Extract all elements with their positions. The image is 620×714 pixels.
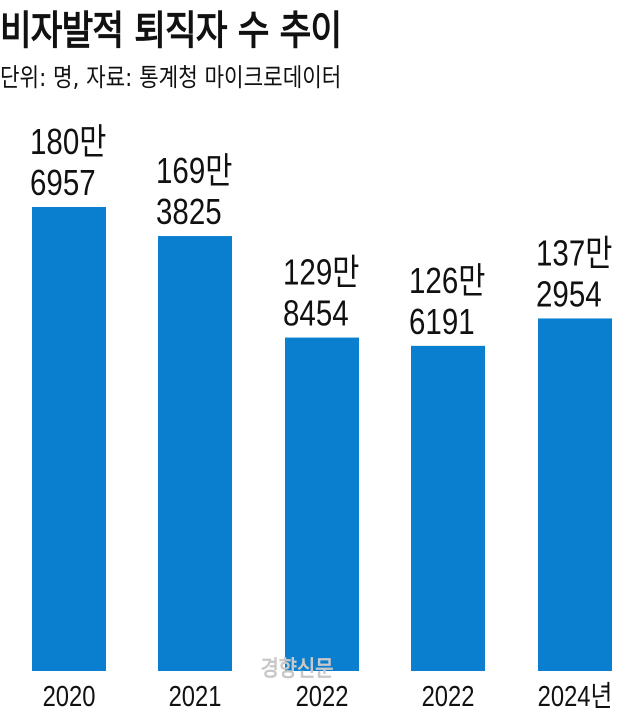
- data-label: 8454: [283, 293, 349, 333]
- watermark-logo: 경향신문: [261, 656, 334, 681]
- data-label: 169만: [156, 150, 232, 190]
- bar-0: [32, 207, 106, 671]
- data-label: 6957: [30, 162, 96, 202]
- data-label: 3825: [156, 191, 222, 231]
- data-label: 180만: [30, 121, 106, 161]
- x-tick-label: 2024년: [538, 680, 613, 713]
- data-label: 6191: [409, 301, 475, 341]
- data-label: 129만: [283, 252, 359, 292]
- chart-title: 비자발적 퇴직자 수 추이: [0, 8, 342, 54]
- data-label: 137만: [536, 233, 612, 273]
- x-tick-label: 2022: [296, 680, 349, 713]
- chart-subtitle: 단위: 명, 자료: 통계청 마이크로데이터: [0, 63, 342, 92]
- data-label: 2954: [536, 274, 602, 314]
- bar-1: [158, 236, 232, 671]
- data-label: 126만: [409, 260, 485, 300]
- x-tick-label: 2021: [169, 680, 222, 713]
- bar-2: [285, 337, 359, 671]
- x-tick-label: 2022: [422, 680, 475, 713]
- bar-3: [411, 345, 485, 671]
- x-tick-label: 2020: [43, 680, 96, 713]
- bar-4: [538, 318, 612, 671]
